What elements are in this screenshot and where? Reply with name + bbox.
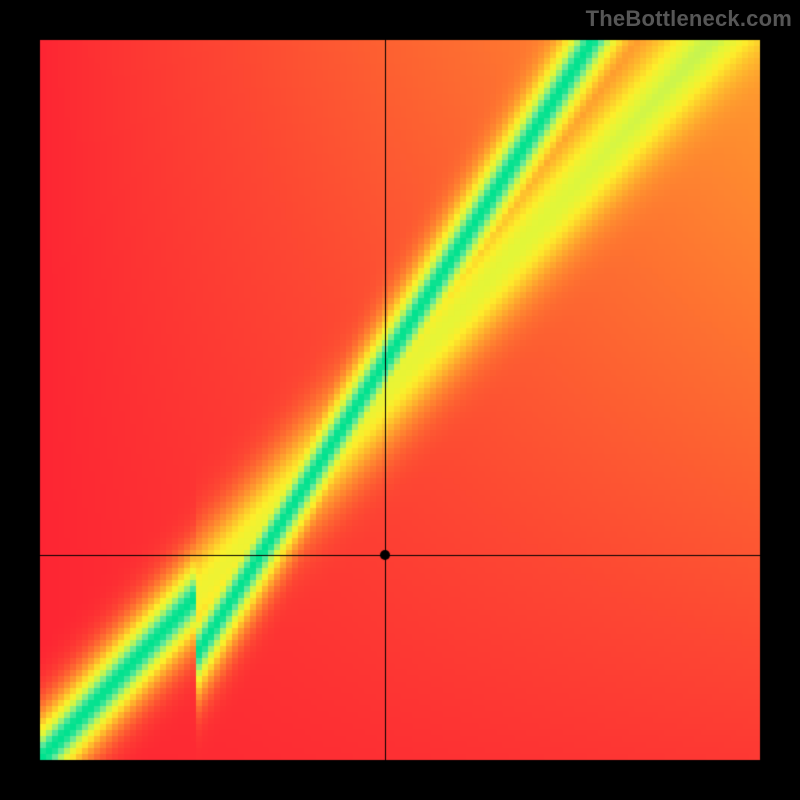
chart-container: TheBottleneck.com [0, 0, 800, 800]
watermark-text: TheBottleneck.com [586, 6, 792, 32]
heatmap-canvas [0, 0, 800, 800]
